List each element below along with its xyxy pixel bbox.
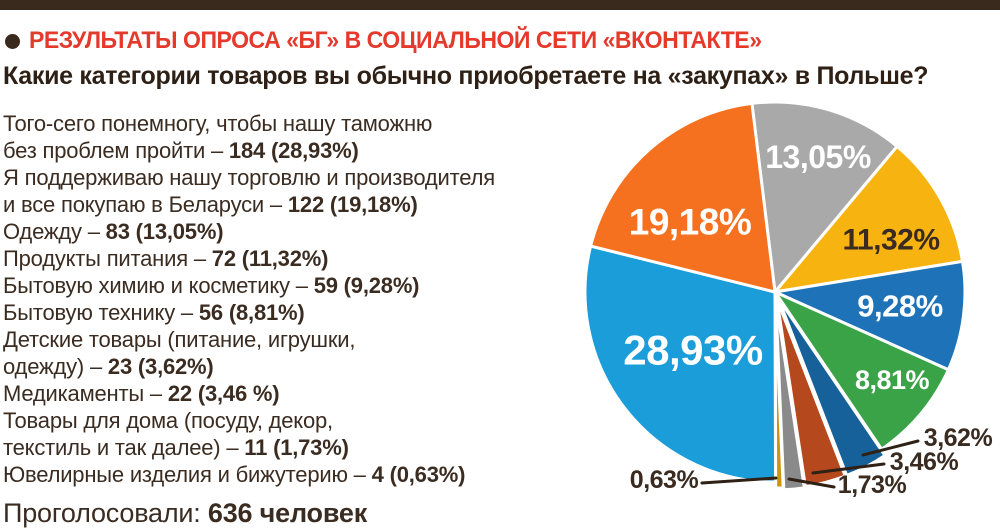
pie-slice-13,05% [750,100,899,294]
category-text: Продукты питания – [3,246,212,271]
list-line: без проблем пройти – 184 (28,93%) [3,137,548,164]
slice-label-1,73%: 1,73% [838,471,907,499]
category-text: Бытовую химию и косметику – [3,273,314,298]
category-list: Того-сего понемногу, чтобы нашу таможню б… [3,110,548,488]
category-value: 122 (19,18%) [287,192,418,217]
category-value: 11 (1,73%) [244,435,349,460]
list-line: Того-сего понемногу, чтобы нашу таможню [3,110,548,137]
leader-line-1,73% [787,477,836,489]
headline: РЕЗУЛЬТАТЫ ОПРОСА «БГ» В СОЦИАЛЬНОЙ СЕТИ… [5,27,792,55]
list-line: Одежду – 83 (13,05%) [3,218,548,245]
category-value: 83 (13,05%) [105,219,224,244]
category-text: текстиль и так далее) – [3,435,245,460]
category-text: без проблем пройти – [3,138,229,163]
top-bar [0,0,1000,10]
category-text: одежду) – [3,354,108,379]
slice-label-11,32%: 11,32% [842,224,939,257]
slice-label-3,62%: 3,62% [924,424,993,452]
category-text: Товары для дома (посуду, декор, [3,408,333,433]
total-votes-line: Проголосовали: 636 человек [3,498,367,529]
category-value: 22 (3,46 %) [167,381,280,406]
list-line: и все покупаю в Беларуси – 122 (19,18%) [3,191,548,218]
category-value: 56 (8,81%) [198,300,305,325]
category-value: 23 (3,62%) [107,354,214,379]
list-line: текстиль и так далее) – 11 (1,73%) [3,434,548,461]
slice-label-0,63%: 0,63% [630,466,699,494]
pie-slice-9,28% [773,259,967,372]
list-line: Бытовую химию и косметику – 59 (9,28%) [3,272,548,299]
bullet-icon [5,33,20,49]
list-line: Я поддерживаю нашу торговлю и производит… [3,164,548,191]
total-votes-value: 636 человек [207,498,368,528]
leader-line-0,63% [700,476,778,485]
total-votes-label: Проголосовали: [3,498,208,528]
pie-slice-8,81% [773,290,950,451]
category-value: 4 (0,63%) [371,462,466,487]
category-text: Медикаменты – [3,381,168,406]
list-line: Ювелирные изделия и бижутерию – 4 (0,63%… [3,461,548,488]
category-text: Одежду – [3,219,106,244]
slice-label-8,81%: 8,81% [855,365,930,395]
leader-line-3,46% [811,462,886,475]
list-line: Детские товары (питание, игрушки, [3,326,548,353]
slice-label-19,18%: 19,18% [629,202,752,243]
slice-label-13,05%: 13,05% [765,139,871,175]
pie-slice-28,93% [583,244,778,484]
list-line: Бытовую технику – 56 (8,81%) [3,299,548,326]
list-line: Продукты питания – 72 (11,32%) [3,245,548,272]
headline-text: РЕЗУЛЬТАТЫ ОПРОСА «БГ» В СОЦИАЛЬНОЙ СЕТИ… [29,27,762,54]
category-value: 72 (11,32%) [211,246,329,271]
pie-slice-1,73% [774,298,806,492]
category-text: Бытовую технику – [3,300,199,325]
category-text: Того-сего понемногу, чтобы нашу таможню [3,111,433,136]
slice-label-9,28%: 9,28% [857,289,942,324]
pie-slice-11,32% [773,144,965,294]
pie-slice-0,63% [773,296,785,490]
category-value: 184 (28,93%) [228,138,359,163]
list-line: Товары для дома (посуду, декор, [3,407,548,434]
slice-label-3,46%: 3,46% [890,448,959,476]
list-line: Медикаменты – 22 (3,46 %) [3,380,548,407]
category-text: Ювелирные изделия и бижутерию – [3,462,372,487]
category-text: и все покупаю в Беларуси – [3,192,288,217]
slice-label-28,93%: 28,93% [623,327,763,374]
question-title: Какие категории товаров вы обычно приобр… [3,62,929,90]
category-value: 59 (9,28%) [313,273,420,298]
pie-slice-19,18% [589,101,777,294]
category-text: Детские товары (питание, игрушки, [3,327,356,352]
leader-line-3,62% [861,439,920,457]
category-text: Я поддерживаю нашу торговлю и производит… [3,165,495,190]
list-line: одежду) – 23 (3,62%) [3,353,548,380]
